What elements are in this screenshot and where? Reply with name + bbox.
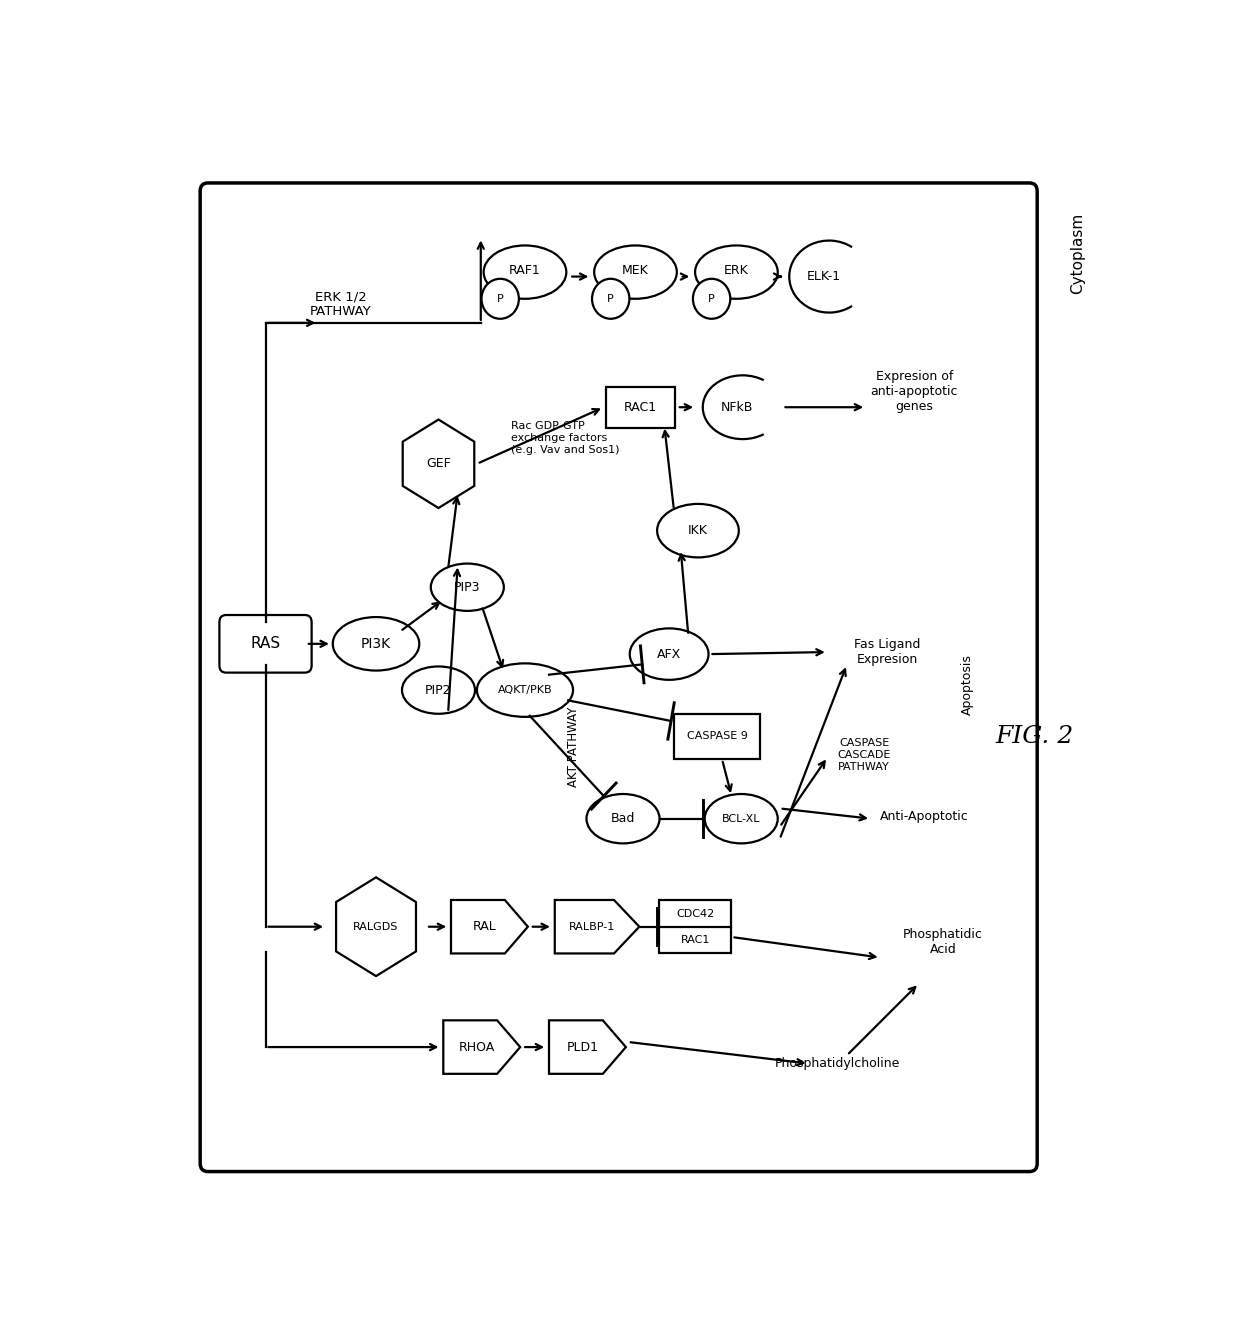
Bar bbox=[658, 900, 732, 954]
Polygon shape bbox=[403, 420, 474, 508]
Text: RALBP-1: RALBP-1 bbox=[569, 922, 615, 931]
Ellipse shape bbox=[402, 667, 475, 713]
Polygon shape bbox=[336, 878, 415, 977]
Text: Anti-Apoptotic: Anti-Apoptotic bbox=[879, 810, 968, 823]
Ellipse shape bbox=[696, 246, 777, 299]
Text: CASPASE
CASCADE
PATHWAY: CASPASE CASCADE PATHWAY bbox=[837, 739, 890, 771]
Text: CDC42: CDC42 bbox=[676, 908, 714, 919]
Ellipse shape bbox=[657, 504, 739, 557]
Text: MEK: MEK bbox=[622, 265, 649, 277]
Ellipse shape bbox=[332, 617, 419, 671]
Text: PI3K: PI3K bbox=[361, 637, 391, 651]
Ellipse shape bbox=[477, 664, 573, 717]
Text: Fas Ligand
Expresion: Fas Ligand Expresion bbox=[854, 639, 920, 667]
Ellipse shape bbox=[703, 375, 782, 440]
Text: FIG. 2: FIG. 2 bbox=[996, 725, 1074, 748]
Text: PIP3: PIP3 bbox=[454, 581, 481, 593]
Text: Bad: Bad bbox=[611, 812, 635, 826]
Text: AFX: AFX bbox=[657, 648, 681, 660]
Ellipse shape bbox=[594, 246, 677, 299]
Text: ELK-1: ELK-1 bbox=[807, 270, 841, 283]
FancyBboxPatch shape bbox=[675, 713, 760, 759]
Text: RAC1: RAC1 bbox=[681, 935, 709, 945]
FancyBboxPatch shape bbox=[200, 183, 1037, 1172]
Ellipse shape bbox=[704, 794, 777, 843]
Text: AQKT/PKB: AQKT/PKB bbox=[497, 685, 552, 695]
Circle shape bbox=[481, 279, 518, 319]
Polygon shape bbox=[444, 1021, 521, 1074]
FancyBboxPatch shape bbox=[219, 615, 311, 672]
Text: Phosphatidic
Acid: Phosphatidic Acid bbox=[903, 929, 983, 957]
Text: Cytoplasm: Cytoplasm bbox=[1070, 212, 1085, 294]
Text: Apoptosis: Apoptosis bbox=[961, 655, 973, 715]
Text: NFkB: NFkB bbox=[722, 401, 754, 414]
Text: CASPASE 9: CASPASE 9 bbox=[687, 731, 748, 741]
Text: P: P bbox=[708, 294, 715, 303]
Text: BCL-XL: BCL-XL bbox=[722, 814, 760, 824]
Polygon shape bbox=[554, 900, 640, 954]
Text: RAC1: RAC1 bbox=[624, 401, 657, 414]
Circle shape bbox=[693, 279, 730, 319]
Ellipse shape bbox=[484, 246, 567, 299]
Text: RHOA: RHOA bbox=[459, 1041, 495, 1054]
Text: P: P bbox=[608, 294, 614, 303]
FancyBboxPatch shape bbox=[605, 386, 675, 428]
Text: ERK 1/2
PATHWAY: ERK 1/2 PATHWAY bbox=[310, 290, 371, 318]
Text: RAS: RAS bbox=[250, 636, 280, 652]
Text: P: P bbox=[497, 294, 503, 303]
Text: RALGDS: RALGDS bbox=[353, 922, 399, 931]
Ellipse shape bbox=[789, 240, 869, 313]
Text: AKT PATHWAY: AKT PATHWAY bbox=[567, 707, 579, 787]
Ellipse shape bbox=[430, 564, 503, 611]
Polygon shape bbox=[549, 1021, 626, 1074]
Text: ERK: ERK bbox=[724, 265, 749, 277]
Text: Expresion of
anti-apoptotic
genes: Expresion of anti-apoptotic genes bbox=[870, 370, 959, 413]
Polygon shape bbox=[451, 900, 528, 954]
Circle shape bbox=[591, 279, 630, 319]
Text: RAF1: RAF1 bbox=[510, 265, 541, 277]
Ellipse shape bbox=[587, 794, 660, 843]
Ellipse shape bbox=[630, 628, 708, 680]
Text: PLD1: PLD1 bbox=[567, 1041, 599, 1054]
Text: RAL: RAL bbox=[472, 921, 497, 934]
Text: IKK: IKK bbox=[688, 524, 708, 537]
Text: PIP2: PIP2 bbox=[425, 684, 451, 696]
Text: GEF: GEF bbox=[427, 457, 451, 470]
Text: Rac GDP-GTP
exchange factors
(e.g. Vav and Sos1): Rac GDP-GTP exchange factors (e.g. Vav a… bbox=[511, 421, 619, 456]
Text: Phosphatidylcholine: Phosphatidylcholine bbox=[775, 1057, 900, 1070]
